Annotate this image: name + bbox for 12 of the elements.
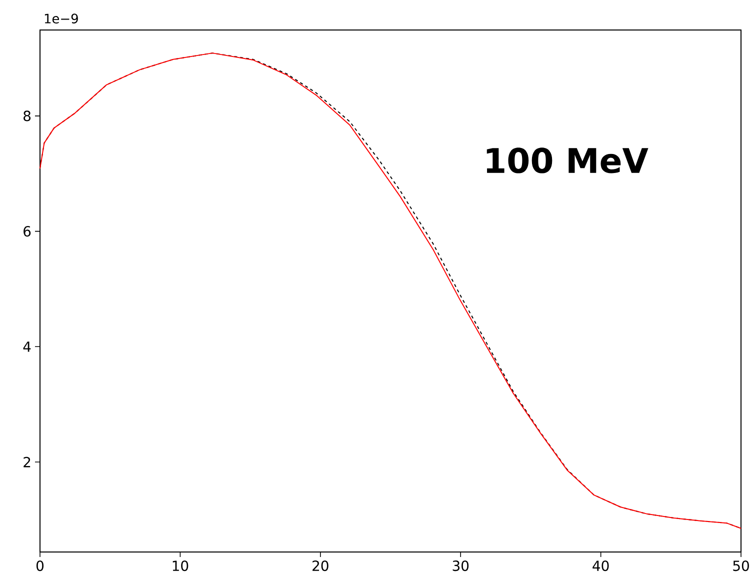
x-tick-label: 10: [172, 560, 188, 572]
x-tick-label: 0: [36, 560, 44, 572]
x-tick-label: 20: [312, 560, 328, 572]
x-tick-label: 50: [733, 560, 749, 572]
y-tick-label: 2: [24, 456, 30, 468]
y-tick-label: 8: [24, 110, 31, 122]
text: 1e−9: [44, 14, 78, 24]
y-tick-label: 6: [24, 226, 31, 237]
x-tick-label: 30: [452, 560, 469, 572]
annotation: 100 MeV: [486, 148, 648, 174]
x-tick-label: 40: [592, 560, 609, 572]
y-tick-label: 4: [23, 342, 31, 352]
